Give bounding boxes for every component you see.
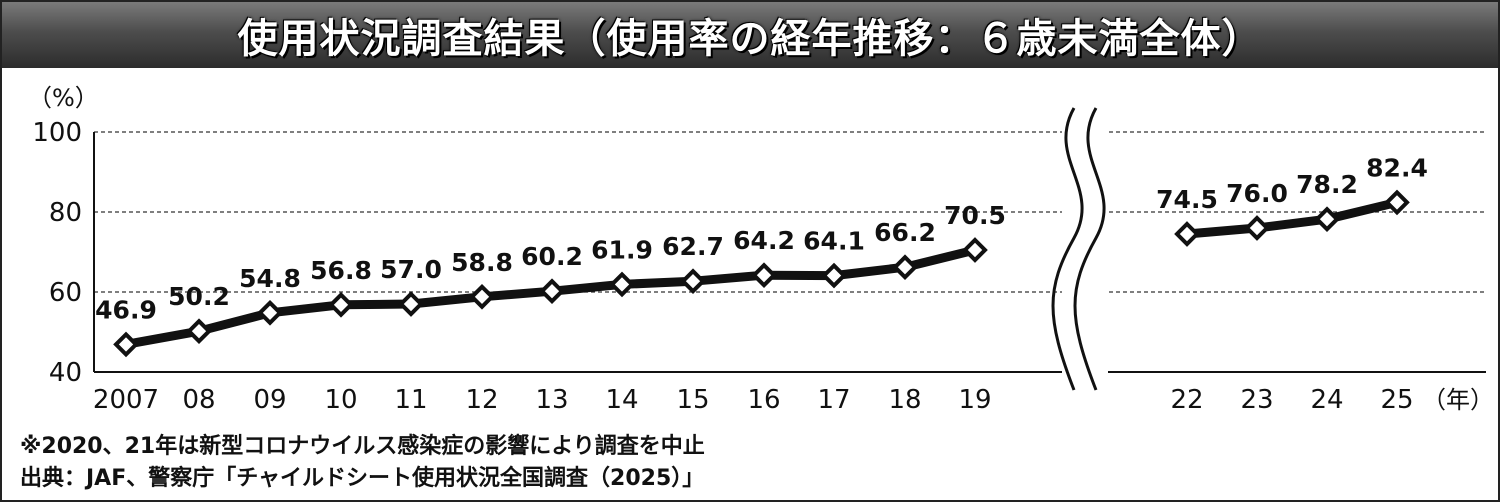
- y-axis-unit-label: （%）: [28, 84, 99, 112]
- data-label-2007: 46.9: [95, 295, 157, 324]
- x-tick-label-13: 13: [535, 385, 568, 415]
- data-point-25: [1384, 189, 1410, 216]
- data-point-08: [186, 318, 212, 345]
- data-point-12: [469, 283, 495, 310]
- y-tick-label-60: 60: [49, 278, 82, 308]
- y-tick-label-40: 40: [49, 358, 82, 388]
- data-label-11: 57.0: [380, 255, 442, 284]
- x-tick-label-22: 22: [1170, 385, 1203, 415]
- x-tick-label-24: 24: [1310, 385, 1343, 415]
- x-tick-label-18: 18: [888, 385, 921, 415]
- x-tick-label-10: 10: [324, 385, 357, 415]
- axis-break-wave-left: [1051, 107, 1084, 391]
- x-tick-label-25: 25: [1380, 385, 1413, 415]
- data-label-16: 64.2: [733, 226, 795, 255]
- footnote-note: ※2020、21年は新型コロナウイルス感染症の影響により調査を中止: [20, 434, 705, 459]
- data-label-15: 62.7: [662, 232, 724, 261]
- x-axis-unit-label: （年）: [1422, 386, 1494, 414]
- x-tick-label-23: 23: [1240, 385, 1273, 415]
- chart-title: 使用状況調査結果（使用率の経年推移：６歳未満全体）: [237, 16, 1263, 62]
- data-label-23: 76.0: [1226, 179, 1288, 208]
- series-line-2022-2025: [1182, 197, 1402, 239]
- data-label-17: 64.1: [803, 227, 865, 256]
- data-point-19: [962, 237, 988, 263]
- x-tick-label-16: 16: [747, 385, 780, 415]
- data-point-23: [1244, 215, 1270, 241]
- x-tick-label-19: 19: [958, 385, 991, 415]
- x-tick-label-08: 08: [182, 385, 215, 415]
- title-bar: 使用状況調査結果（使用率の経年推移：６歳未満全体）: [2, 2, 1498, 68]
- data-label-25: 82.4: [1366, 153, 1428, 182]
- data-label-14: 61.9: [591, 235, 653, 264]
- data-label-18: 66.2: [874, 218, 936, 247]
- footnote-source: 出典：JAF、警察庁「チャイルドシート使用状況全国調査（2025）」: [20, 466, 705, 491]
- data-point-15: [680, 268, 706, 295]
- data-point-22: [1174, 221, 1200, 247]
- data-point-16: [751, 262, 777, 289]
- x-tick-label-14: 14: [605, 385, 638, 415]
- data-point-11: [398, 291, 424, 317]
- data-point-13: [539, 278, 565, 305]
- data-point-09: [257, 299, 283, 326]
- data-point-10: [328, 291, 354, 318]
- y-tick-label-80: 80: [49, 198, 82, 228]
- data-label-10: 56.8: [310, 256, 372, 285]
- x-tick-label-2007: 2007: [93, 385, 159, 415]
- x-tick-label-11: 11: [394, 385, 427, 415]
- data-label-24: 78.2: [1296, 170, 1358, 199]
- data-point-24: [1314, 206, 1340, 233]
- data-point-14: [609, 271, 635, 298]
- y-tick-label-100: 100: [32, 118, 82, 148]
- data-label-22: 74.5: [1156, 185, 1218, 214]
- data-label-13: 60.2: [521, 242, 583, 271]
- x-tick-label-17: 17: [817, 385, 850, 415]
- data-label-19: 70.5: [944, 201, 1006, 230]
- data-point-18: [892, 254, 918, 281]
- data-point-17: [821, 262, 847, 289]
- data-label-12: 58.8: [451, 248, 513, 277]
- x-tick-label-15: 15: [676, 385, 709, 415]
- axis-break-wave-right: [1073, 107, 1106, 391]
- line-chart: 40 60 80 100 （%） 2007 08 09 10 11 12 13 14 15 16 17 18 19…: [28, 84, 1494, 415]
- data-point-2007: [113, 331, 139, 358]
- data-label-09: 54.8: [239, 264, 301, 293]
- data-label-08: 50.2: [168, 282, 230, 311]
- x-tick-label-09: 09: [253, 385, 286, 415]
- x-tick-label-12: 12: [465, 385, 498, 415]
